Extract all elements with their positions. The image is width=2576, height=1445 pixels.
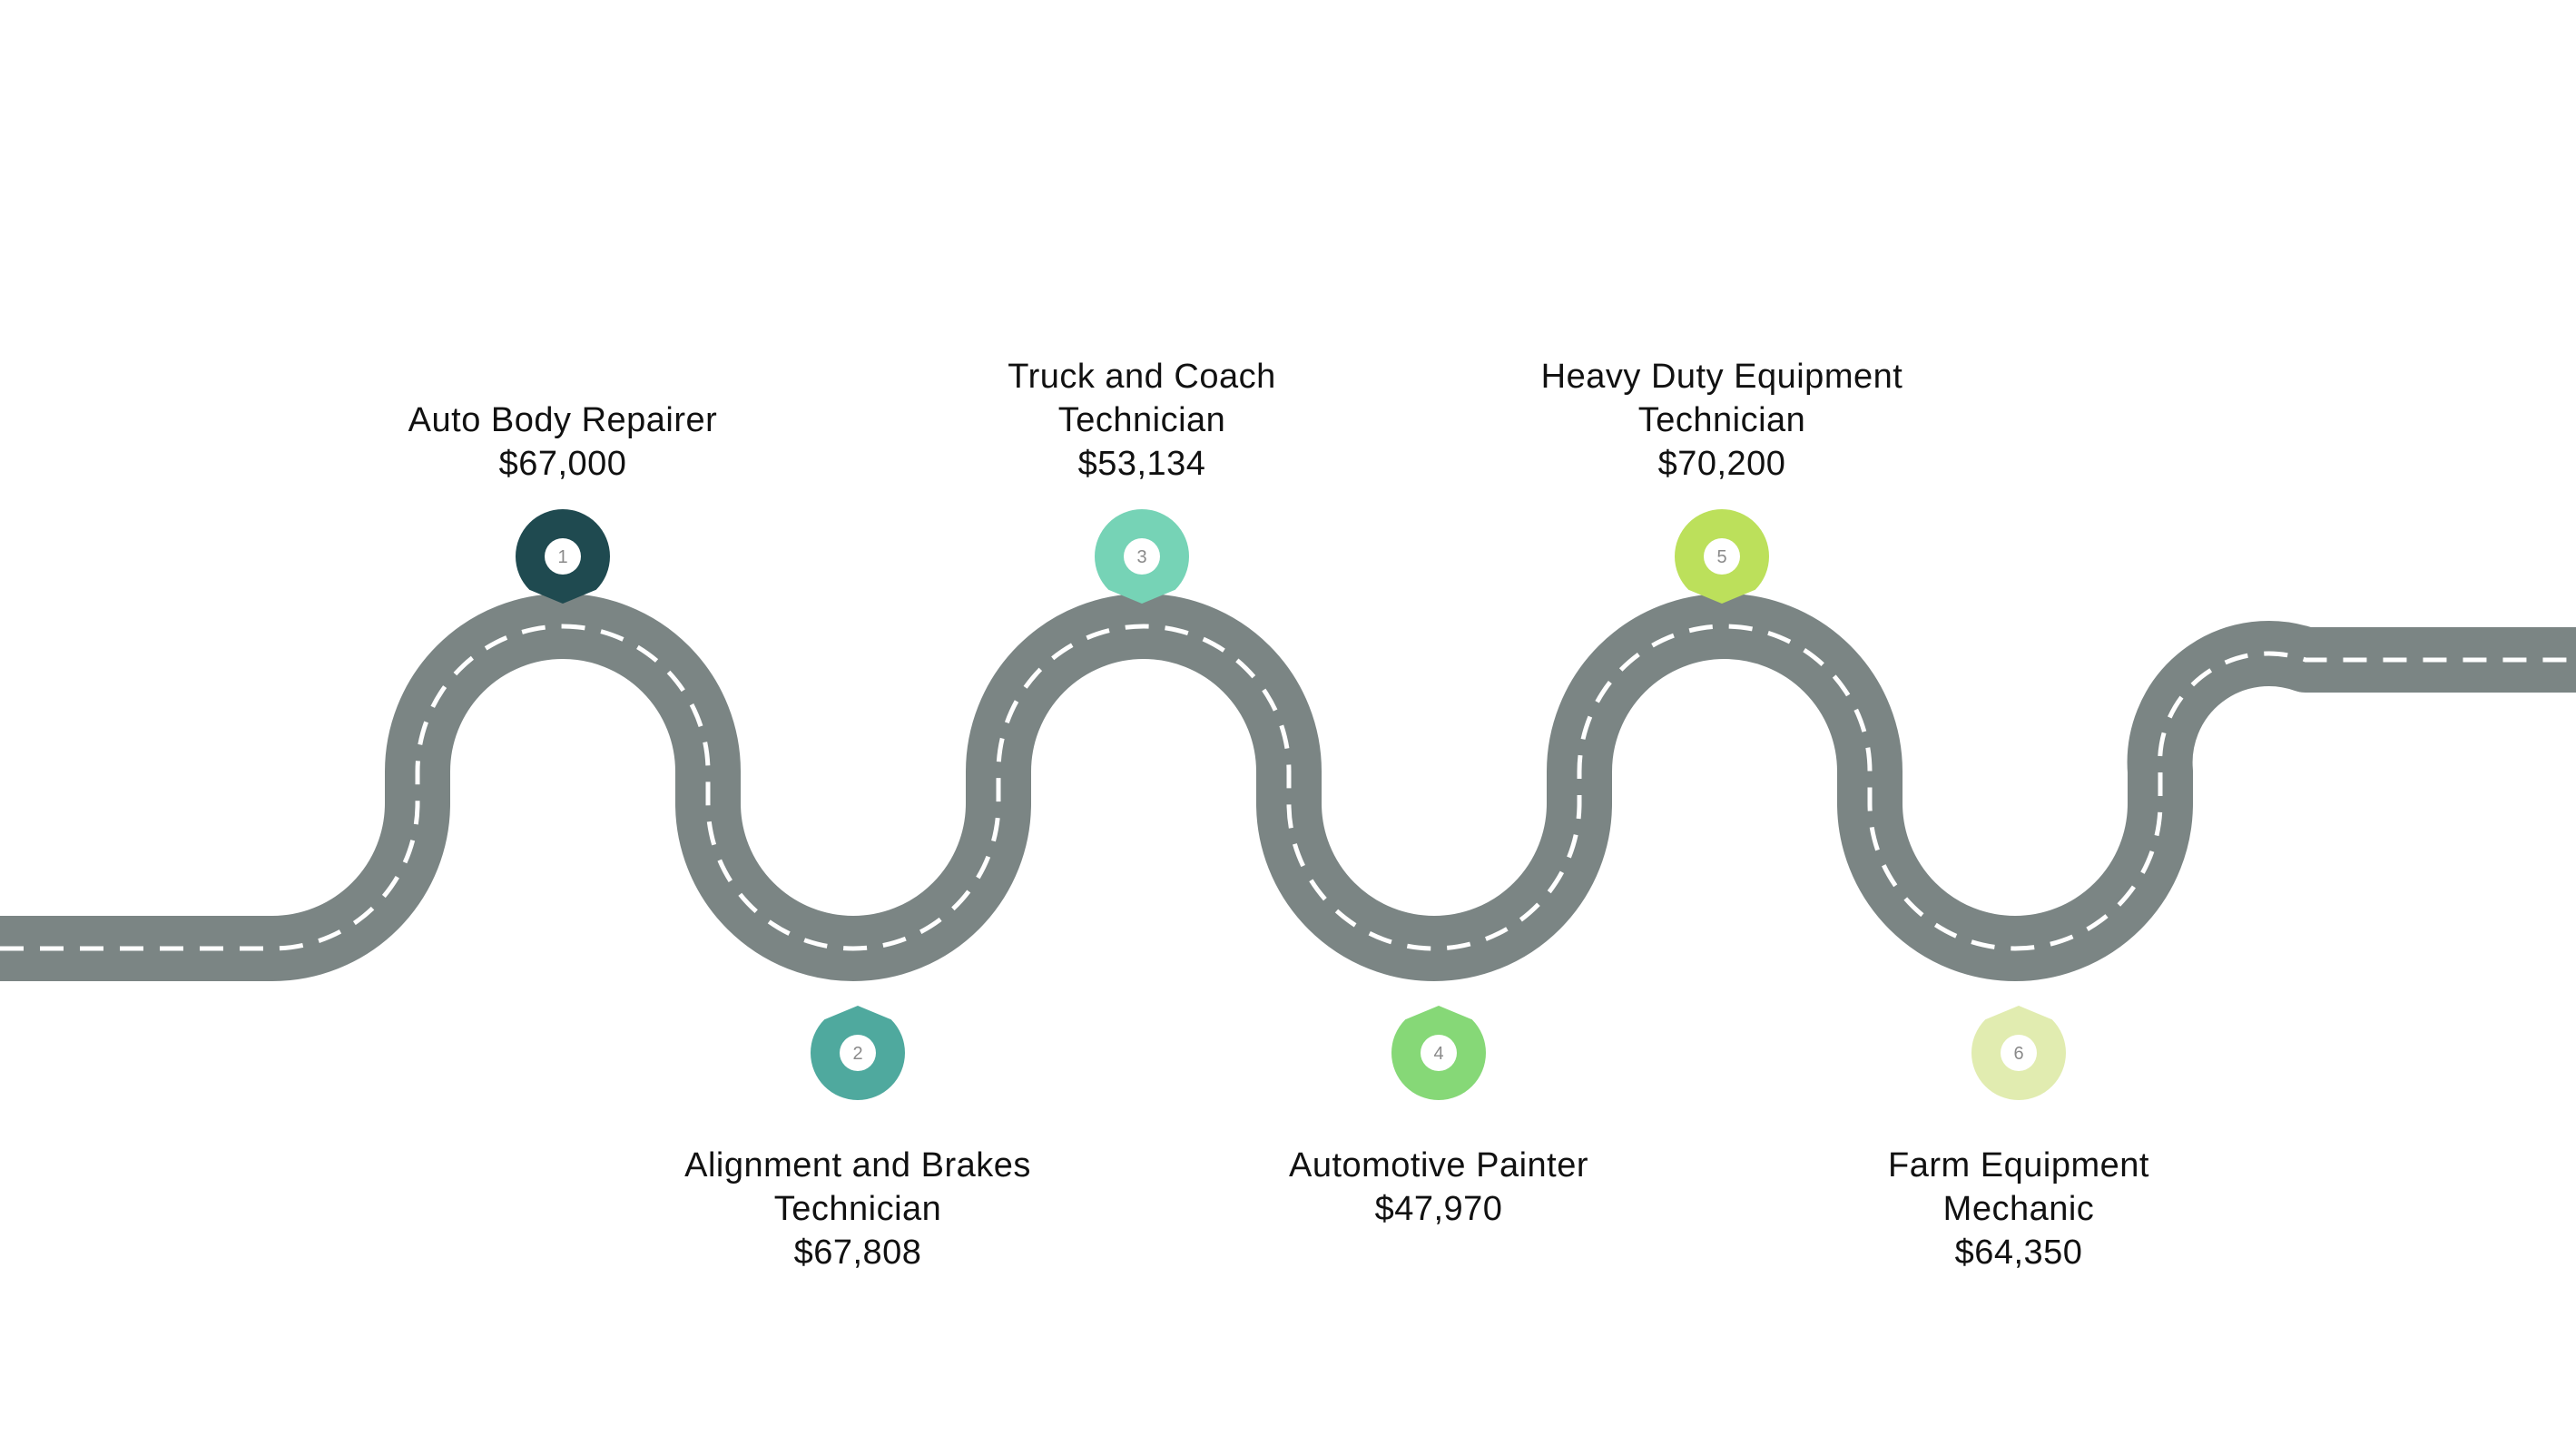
salary: $64,350: [1954, 1234, 2083, 1272]
pin-number: 5: [1716, 547, 1726, 567]
salary: $67,000: [498, 445, 627, 483]
pin-center-dot: [545, 538, 581, 575]
pin-center-dot: [2001, 1035, 2037, 1071]
job-title: Truck and Coach: [1008, 358, 1276, 396]
job-title: Technician: [1637, 401, 1806, 439]
pin-number: 1: [557, 547, 567, 567]
job-title: Technician: [773, 1190, 942, 1228]
pin-center-dot: [1421, 1035, 1457, 1071]
road: [0, 594, 2576, 981]
job-title: Mechanic: [1942, 1190, 2095, 1228]
map-pin-6: 6: [1971, 1006, 2067, 1101]
job-title: Heavy Duty Equipment: [1540, 358, 1903, 396]
pin-number: 2: [852, 1044, 862, 1064]
job-title: Technician: [1057, 401, 1226, 439]
pin-center-dot: [840, 1035, 876, 1071]
map-pin-3: 3: [1095, 508, 1189, 604]
pin-number: 3: [1136, 547, 1146, 567]
job-title: Farm Equipment: [1888, 1146, 2149, 1185]
road-surface: [0, 594, 2576, 981]
stop-label-6: Farm Equipment Mechanic $64,350: [1746, 1144, 2291, 1274]
job-title: Auto Body Repairer: [408, 401, 718, 439]
job-title: Automotive Painter: [1288, 1146, 1589, 1185]
salary: $47,970: [1374, 1190, 1503, 1228]
map-pin-1: 1: [515, 508, 610, 604]
pin-center-dot: [1124, 538, 1160, 575]
pin-center-dot: [1704, 538, 1740, 575]
pin-number: 6: [2013, 1044, 2023, 1064]
stop-label-3: Truck and Coach Technician $53,134: [870, 355, 1414, 486]
salary: $53,134: [1077, 445, 1206, 483]
pin-number: 4: [1433, 1044, 1443, 1064]
job-title: Alignment and Brakes: [684, 1146, 1031, 1185]
stop-label-5: Heavy Duty Equipment Technician $70,200: [1450, 355, 1994, 486]
stop-label-1: Auto Body Repairer $67,000: [290, 398, 835, 486]
stop-label-2: Alignment and Brakes Technician $67,808: [585, 1144, 1130, 1274]
stop-label-4: Automotive Painter $47,970: [1166, 1144, 1711, 1231]
map-pin-4: 4: [1391, 1006, 1487, 1101]
map-pin-5: 5: [1675, 508, 1770, 604]
salary: $70,200: [1657, 445, 1786, 483]
map-pin-2: 2: [810, 1006, 905, 1101]
salary: $67,808: [793, 1234, 922, 1272]
location-pins: 1 2 3 4 5 6: [515, 508, 2067, 1101]
